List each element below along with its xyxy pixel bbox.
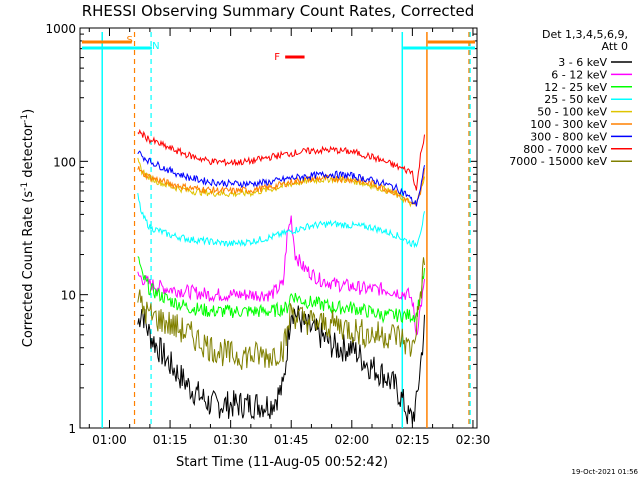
annotation-n: N xyxy=(152,41,159,52)
x-tick-label: 01:30 xyxy=(213,433,248,447)
legend-header-1: Det 1,3,4,5,6,9, xyxy=(542,28,628,41)
legend-label: 50 - 100 keV xyxy=(537,106,607,119)
x-tick-label: 02:15 xyxy=(395,433,430,447)
legend-label: 25 - 50 keV xyxy=(544,93,607,106)
legend-label: 3 - 6 keV xyxy=(558,56,607,69)
y-axis-title-sup1: -1 xyxy=(20,182,30,191)
series-line-8 xyxy=(137,257,425,370)
x-tick-label: 02:00 xyxy=(335,433,370,447)
legend-label: 100 - 300 keV xyxy=(530,118,607,131)
series-line-6 xyxy=(137,150,425,207)
y-tick-label: 1000 xyxy=(45,22,76,36)
plot-area xyxy=(79,27,478,429)
y-axis-title-end: ) xyxy=(21,109,36,114)
legend-label: 300 - 800 keV xyxy=(530,130,607,143)
series-line-5 xyxy=(137,166,425,207)
legend-label: 12 - 25 keV xyxy=(544,81,607,94)
x-tick-label: 01:45 xyxy=(274,433,309,447)
axis-ticks: 01:00 01:15 01:30 01:45 02:00 02:15 02:30 1 10 10… xyxy=(45,22,490,447)
legend-header-2: Att 0 xyxy=(602,40,628,53)
series-line-4 xyxy=(137,157,425,208)
x-axis-title: Start Time (11-Aug-05 00:52:42) xyxy=(176,455,388,470)
legend-label: 800 - 7000 keV xyxy=(523,143,607,156)
legend-label: 6 - 12 keV xyxy=(551,68,607,81)
annotation-s: S xyxy=(127,35,133,46)
chart-title: RHESSI Observing Summary Count Rates, Co… xyxy=(82,2,475,20)
x-tick-label: 02:30 xyxy=(456,433,491,447)
y-tick-label: 100 xyxy=(53,155,76,169)
x-tick-label: 01:00 xyxy=(92,433,127,447)
y-axis-title-main: Corrected Count Rate (s xyxy=(21,191,36,348)
x-tick-label: 01:15 xyxy=(153,433,188,447)
series-line-1 xyxy=(137,215,425,337)
series-line-7 xyxy=(137,128,425,191)
plot-frame xyxy=(79,27,478,429)
y-tick-label: 10 xyxy=(61,289,76,303)
annotation-f: F xyxy=(274,52,280,63)
y-axis-title: Corrected Count Rate (s-1 detector-1) xyxy=(20,109,36,347)
series-line-0 xyxy=(137,305,425,425)
data-series xyxy=(137,128,425,425)
footer-stamp: 19-Oct-2021 01:56 xyxy=(572,468,639,476)
y-axis-title-mid: detector xyxy=(21,122,36,182)
series-line-2 xyxy=(137,256,425,324)
y-tick-label: 1 xyxy=(68,422,76,436)
series-line-3 xyxy=(137,193,425,249)
y-axis-title-sup2: -1 xyxy=(20,114,30,123)
legend-label: 7000 - 15000 keV xyxy=(509,155,607,168)
time-markers: S N F xyxy=(82,32,475,428)
